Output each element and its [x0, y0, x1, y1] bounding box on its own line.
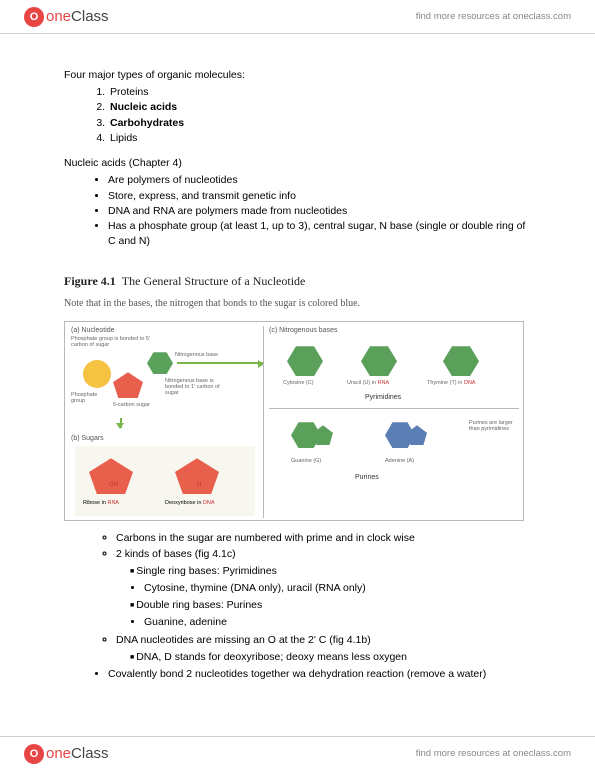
- cytosine-icon: [287, 346, 323, 376]
- logo-circle-icon: O: [24, 744, 44, 764]
- figure-diagram: (a) Nucleotide Phosphate group is bonded…: [64, 321, 524, 521]
- list-item: Store, express, and transmit genetic inf…: [108, 189, 531, 204]
- sub-list: Cytosine, thymine (DNA only), uracil (RN…: [64, 581, 531, 596]
- panel-c-label: (c) Nitrogenous bases: [269, 326, 337, 336]
- sub-list: Guanine, adenine: [64, 615, 531, 630]
- divider: [263, 326, 264, 518]
- panel-a-label: (a) Nucleotide: [71, 326, 115, 336]
- logo-circle-icon: O: [24, 7, 44, 27]
- cytosine-label: Cytosine (C): [283, 380, 314, 386]
- figure-note: Note that in the bases, the nitrogen tha…: [64, 297, 531, 312]
- list-item: Guanine, adenine: [144, 615, 531, 630]
- list-item: DNA nucleotides are missing an O at the …: [116, 633, 531, 648]
- logo-text: oneClass: [46, 8, 109, 25]
- list-item: 2 kinds of bases (fig 4.1c): [116, 547, 531, 562]
- phosphate-label: Phosphate group: [71, 392, 111, 404]
- section-title: Nucleic acids (Chapter 4): [64, 156, 531, 171]
- list-item: Lipids: [108, 131, 531, 146]
- list-item: Carbohydrates: [108, 116, 531, 131]
- list-item: Double ring bases: Purines: [130, 598, 531, 613]
- list-item: Has a phosphate group (at least 1, up to…: [108, 219, 531, 249]
- list-item: DNA and RNA are polymers made from nucle…: [108, 204, 531, 219]
- figure-block: Figure 4.1 The General Structure of a Nu…: [64, 273, 531, 521]
- footer-tagline: find more resources at oneclass.com: [416, 748, 571, 759]
- list-item: Proteins: [108, 85, 531, 100]
- sub-list: Double ring bases: Purines: [64, 598, 531, 613]
- list-item: Carbons in the sugar are numbered with p…: [116, 531, 531, 546]
- thymine-icon: [443, 346, 479, 376]
- list-item: DNA, D stands for deoxyribose; deoxy mea…: [130, 650, 531, 665]
- list-item: Single ring bases: Pyrimidines: [130, 564, 531, 579]
- phosphate-icon: [83, 360, 111, 388]
- panel-b-label: (b) Sugars: [71, 434, 104, 444]
- purines-label: Purines: [355, 474, 379, 482]
- nbase-note: Nitrogenous base is bonded to 1' carbon …: [165, 378, 225, 396]
- nbase-icon: [147, 352, 173, 374]
- purine-note: Purines are larger than pyrimidines: [469, 420, 517, 432]
- adenine-label: Adenine (A): [385, 458, 414, 464]
- nucleic-bullets: Are polymers of nucleotides Store, expre…: [64, 173, 531, 249]
- logo-text: oneClass: [46, 745, 109, 762]
- uracil-icon: [361, 346, 397, 376]
- uracil-label: Uracil (U) in RNA: [347, 380, 389, 386]
- document-body: Four major types of organic molecules: P…: [0, 34, 595, 702]
- guanine-icon: [291, 422, 321, 453]
- thymine-label: Thymine (T) in DNA: [427, 380, 476, 386]
- pyrimidines-label: Pyrimidines: [365, 394, 401, 402]
- sub-list: DNA, D stands for deoxyribose; deoxy mea…: [64, 650, 531, 665]
- intro-text: Four major types of organic molecules:: [64, 68, 531, 83]
- deoxy-label: Deoxyribose in DNADeoxyribose in DNA: [165, 500, 215, 506]
- sub-list: DNA nucleotides are missing an O at the …: [64, 633, 531, 648]
- adenine-icon: [385, 422, 415, 453]
- list-item: Nucleic acids: [108, 100, 531, 115]
- last-bullet: Covalently bond 2 nucleotides together w…: [64, 667, 531, 682]
- arrow-icon: [177, 362, 263, 364]
- nbase-label: Nitrogenous base: [175, 352, 219, 358]
- list-item: Covalently bond 2 nucleotides together w…: [108, 667, 531, 682]
- arrow-icon: [120, 418, 122, 428]
- footer-bar: O oneClass find more resources at onecla…: [0, 736, 595, 770]
- list-item: Are polymers of nucleotides: [108, 173, 531, 188]
- sugar-icon: [113, 372, 143, 398]
- sugar-label: 5-carbon sugar: [113, 402, 153, 408]
- oh-label: OH: [109, 482, 118, 489]
- figure-title: Figure 4.1 The General Structure of a Nu…: [64, 273, 531, 290]
- header-tagline: find more resources at oneclass.com: [416, 11, 571, 22]
- sub-list: Single ring bases: Pyrimidines: [64, 564, 531, 579]
- divider: [269, 408, 519, 409]
- logo: O oneClass: [24, 7, 109, 27]
- guanine-label: Guanine (G): [291, 458, 321, 464]
- phosphate-note: Phosphate group is bonded to 5' carbon o…: [71, 336, 151, 348]
- list-item: Cytosine, thymine (DNA only), uracil (RN…: [144, 581, 531, 596]
- ribose-label: Ribose in RNARibose in RNA: [83, 500, 119, 506]
- types-list: Proteins Nucleic acids Carbohydrates Lip…: [64, 85, 531, 146]
- logo: O oneClass: [24, 744, 109, 764]
- sub-list: Carbons in the sugar are numbered with p…: [64, 531, 531, 561]
- header-bar: O oneClass find more resources at onecla…: [0, 0, 595, 34]
- h-label: H: [197, 482, 201, 489]
